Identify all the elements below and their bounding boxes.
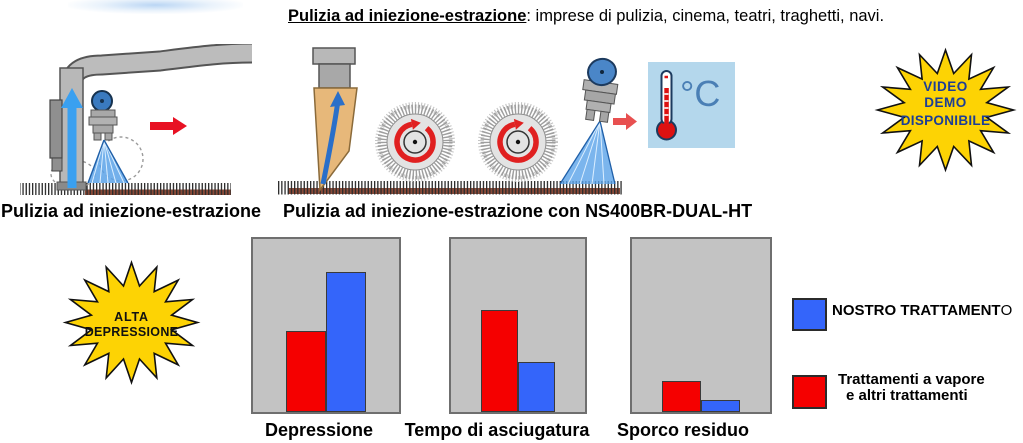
bar-vapore-depressione: [286, 330, 326, 412]
suction-cone: [312, 47, 358, 193]
chart-tempo-asciugatura: [449, 237, 587, 414]
starburst-shape: [62, 260, 201, 385]
bar-nostro-sporco: [701, 399, 740, 412]
suction-wand: [49, 44, 253, 191]
bar-vapore-sporco: [662, 380, 701, 412]
spray-nozzle-icon: [559, 57, 619, 185]
bar-nostro-tempo: [518, 361, 555, 412]
chart-caption-sporco: Sporco residuo: [616, 420, 750, 440]
brush-roller-icon: [375, 102, 455, 182]
video-demo-badge: VIDEO DEMO DISPONIBILE: [874, 47, 1017, 173]
chart-caption-depressione: Depressione: [264, 420, 374, 440]
title-rest: : imprese di pulizia, cinema, teatri, tr…: [526, 7, 885, 25]
bar-vapore-tempo: [481, 309, 518, 412]
video-demo-line2: DEMO: [924, 95, 967, 110]
arrow-to-thermometer-icon: [613, 113, 637, 130]
title-lead: Pulizia ad iniezione-estrazione: [288, 7, 527, 25]
alta-line2: DEPRESSIONE: [85, 325, 179, 339]
legend-vapore-line2: e altri trattamenti: [846, 386, 968, 404]
starburst-shape: [874, 47, 1017, 173]
alta-line1: ALTA: [114, 310, 149, 324]
video-demo-line1: VIDEO: [923, 79, 968, 94]
celsius-label: °C: [680, 73, 720, 114]
legend-swatch-vapore: [792, 375, 827, 409]
carpet-texture: [278, 181, 623, 195]
dual-brush-machine-diagram: °C: [278, 47, 735, 195]
spray-nozzle-icon: [87, 90, 129, 184]
alta-depressione-badge: ALTA DEPRESSIONE: [62, 260, 201, 385]
chart-caption-tempo: Tempo di asciugatura: [404, 420, 590, 440]
page-title: Pulizia ad iniezione-estrazione: imprese…: [288, 7, 884, 26]
legend-vapore-line1: Trattamenti a vapore: [838, 371, 985, 388]
suction-arrow-icon: [320, 99, 341, 185]
suction-arrow-icon: [61, 88, 83, 188]
brush-roller-icon: [478, 102, 558, 182]
thermometer-icon: °C: [648, 62, 735, 148]
injection-extraction-diagram: [20, 44, 253, 195]
legend-swatch-nostro: [792, 298, 827, 331]
video-demo-line3: DISPONIBILE: [901, 113, 991, 128]
legend-nostro-bold: NOSTRO TRATTAMENT: [832, 302, 1001, 319]
chart-sporco-residuo: [630, 237, 772, 414]
legend-label-nostro: NOSTRO TRATTAMENTO: [832, 303, 1012, 319]
carpet-texture: [20, 183, 231, 195]
legend-nostro-tail: O: [1000, 302, 1013, 319]
caption-injection-extraction: Pulizia ad iniezione-estrazione: [1, 201, 262, 221]
cropped-image-smudge: [68, 0, 243, 14]
chart-depressione: [251, 237, 401, 414]
caption-ns400br-dual-ht: Pulizia ad iniezione-estrazione con NS40…: [283, 201, 753, 221]
bar-nostro-depressione: [326, 271, 366, 412]
motion-arrow-icon: [150, 117, 187, 135]
legend-label-vapore: Trattamenti a vapore e altri trattamenti: [838, 372, 985, 403]
